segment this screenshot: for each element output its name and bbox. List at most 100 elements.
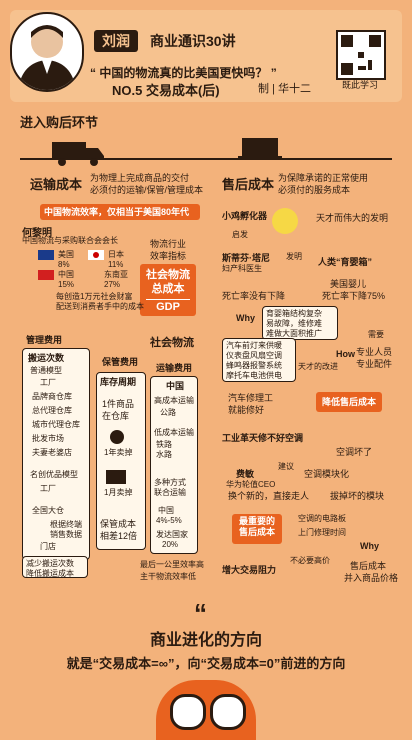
repair-time: 上门修理时间 bbox=[298, 528, 346, 537]
why-2: Why bbox=[360, 541, 379, 551]
question-title: “ 中国的物流真的比美国更快吗？ ” bbox=[90, 66, 277, 80]
after-sales: 售后成本 bbox=[222, 177, 275, 192]
baby-fail: 死亡率没有下降 bbox=[222, 291, 286, 301]
keep-cost-2: 相差12倍 bbox=[100, 531, 138, 541]
cn-label: 中国 bbox=[58, 270, 74, 279]
fei-name: 费敏 bbox=[236, 469, 255, 479]
most-important-box: 最重要的 售后成本 bbox=[232, 514, 282, 544]
truck-icon bbox=[52, 138, 106, 173]
social-logistics: 社会物流 bbox=[150, 337, 194, 349]
step-factory: 工厂 bbox=[40, 378, 56, 387]
need-label: 需要 bbox=[368, 330, 384, 339]
us-pct: 8% bbox=[58, 260, 70, 269]
reduce-moves-card: 减少搬运次数 降低搬运成本 bbox=[22, 556, 88, 578]
transport-fee: 运输费用 bbox=[156, 363, 193, 373]
one-item-2: 在仓库 bbox=[102, 411, 130, 421]
owl-mascot-icon bbox=[156, 680, 256, 740]
author-avatar bbox=[10, 12, 84, 92]
fraction-line bbox=[146, 299, 190, 300]
no-high: 不必要高价 bbox=[290, 556, 330, 565]
sith-name: 斯蒂芬·塔尼 bbox=[222, 253, 270, 263]
person-name: 何黎明 bbox=[22, 228, 52, 239]
china-eff-banner: 中国物流效率，仅相当于美国80年代 bbox=[40, 204, 200, 220]
reduce-moves-2: 降低搬运成本 bbox=[26, 569, 74, 578]
owl-eye-right-icon bbox=[210, 694, 246, 730]
storage-cost: 保管费用 bbox=[102, 357, 139, 367]
rail-low: 低成本运输 bbox=[154, 428, 194, 437]
logistics-eff-2: 效率指标 bbox=[150, 251, 187, 261]
cn-pct2-1: 中国 bbox=[158, 506, 174, 515]
chick-icon bbox=[272, 208, 298, 234]
qr-label: 既此学习 bbox=[341, 80, 378, 90]
ac-broken: 空调坏了 bbox=[336, 447, 373, 457]
mechanic-2: 就能修好 bbox=[228, 405, 265, 415]
qr-code[interactable] bbox=[336, 30, 386, 80]
cn-flag-icon bbox=[38, 270, 54, 280]
reduce-after-box: 降低售后成本 bbox=[316, 392, 383, 412]
social-cost-2: 总成本 bbox=[151, 283, 185, 295]
ac-module: 空调模块化 bbox=[304, 469, 350, 479]
after-cost-1: 售后成本 bbox=[350, 561, 387, 571]
us-flag-icon bbox=[38, 250, 54, 260]
step-store: 门店 bbox=[40, 542, 56, 551]
computer-icon bbox=[238, 138, 282, 167]
transport-desc-2: 必须付的运输/保管/管理成本 bbox=[90, 185, 204, 195]
circuit-label: 空调的电路板 bbox=[298, 514, 346, 523]
author-name: 刘润 bbox=[94, 30, 138, 52]
baby-us-1: 美国婴儿 bbox=[330, 279, 367, 289]
keep-cost-1: 保管成本 bbox=[100, 519, 137, 529]
tiancai: 天才而伟大的发明 bbox=[316, 213, 389, 223]
step-brand: 品牌商仓库 bbox=[32, 392, 72, 401]
sold-1mo: 1月卖掉 bbox=[104, 488, 133, 497]
last-mile-2: 主干物流效率低 bbox=[140, 572, 196, 581]
transport-desc-1: 为物理上完成商品的交付 bbox=[90, 173, 190, 183]
dev-country-1: 发达国家 bbox=[156, 530, 188, 539]
broken-1: 育婴箱结构复杂 bbox=[266, 309, 322, 318]
timeline-line bbox=[20, 158, 392, 160]
industry-label: 工业革天修不好空调 bbox=[222, 433, 304, 443]
quote-icon: “ bbox=[194, 598, 207, 628]
step-city: 城市代理仓库 bbox=[32, 420, 80, 429]
footer-sub: 就是“交易成本=∞”，向“交易成本=0”前进的方向 bbox=[66, 656, 346, 671]
one-item-1: 1件商品 bbox=[102, 399, 135, 409]
fei-title: 华为轮值CEO bbox=[226, 480, 276, 489]
moves-card bbox=[22, 348, 90, 560]
human-box: 人类“育婴箱” bbox=[318, 257, 373, 267]
car-4: 摩托车电池供电 bbox=[226, 371, 282, 380]
unplug-label: 拔掉坏的模块 bbox=[330, 491, 385, 501]
inspire-1: 启发 bbox=[232, 230, 248, 239]
step-gen: 总代理仓库 bbox=[32, 406, 72, 415]
incubator: 小鸡孵化器 bbox=[222, 211, 268, 221]
multi-2: 联合运输 bbox=[154, 488, 186, 497]
jp-pct: 11% bbox=[108, 260, 124, 269]
step-factory-2: 工厂 bbox=[40, 484, 56, 493]
logistics-eff-1: 物流行业 bbox=[150, 239, 187, 249]
dev-country-2: 20% bbox=[162, 540, 179, 549]
china-h: 中国 bbox=[166, 381, 185, 391]
why-1: Why bbox=[236, 313, 255, 323]
sith-title: 妇产科医生 bbox=[222, 264, 262, 273]
suggest-label: 建议 bbox=[278, 462, 294, 471]
after-cost-2: 并入商品价格 bbox=[344, 573, 399, 583]
how-label: How bbox=[336, 349, 355, 359]
replace-label: 换个新的，直接走人 bbox=[228, 491, 310, 501]
mingchuang-model: 名创优品模型 bbox=[30, 470, 78, 479]
last-mile-1: 最后一公里效率高 bbox=[140, 560, 204, 569]
baby-us-2: 死亡率下降75% bbox=[322, 291, 386, 301]
after-desc-1: 为保障承诺的正常使用 bbox=[278, 173, 369, 183]
pro-2: 专业配件 bbox=[356, 359, 393, 369]
sold-1yr: 1年卖掉 bbox=[104, 448, 133, 457]
clock-icon bbox=[110, 430, 124, 444]
calendar-icon bbox=[106, 470, 126, 484]
jp-label: 日本 bbox=[108, 250, 124, 259]
highway-sub: 公路 bbox=[160, 408, 176, 417]
transport-cost: 运输成本 bbox=[30, 177, 83, 192]
multi-1: 多种方式 bbox=[154, 478, 186, 487]
us-label: 美国 bbox=[58, 250, 74, 259]
per-10k-1: 每创造1万元社会财富 bbox=[56, 292, 133, 301]
cn-pct2-2: 4%-5% bbox=[156, 516, 182, 525]
car-2: 仪表盘风扇空调 bbox=[226, 351, 282, 360]
broken-3: 难做大面积推广 bbox=[266, 329, 322, 338]
series-title: 商业通识30讲 bbox=[150, 33, 236, 49]
reduce-moves-1: 减少搬运次数 bbox=[26, 559, 74, 568]
